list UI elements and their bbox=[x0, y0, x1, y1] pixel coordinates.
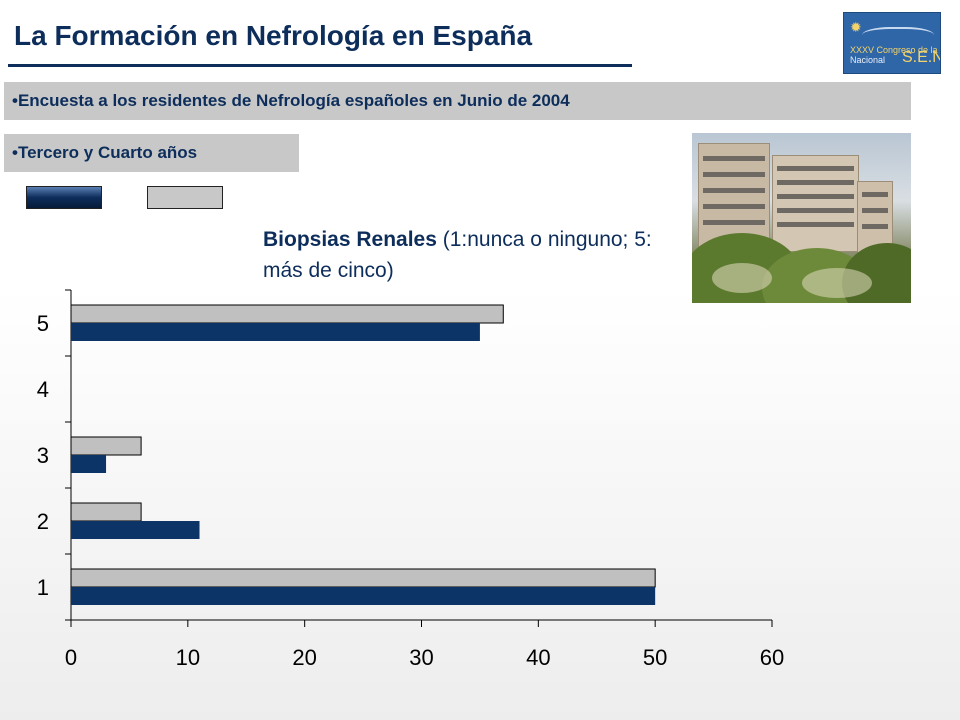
x-tick-label: 60 bbox=[760, 645, 784, 670]
skyline-graphic bbox=[862, 27, 934, 47]
logo-line1: XXXV Congreso de la bbox=[850, 45, 938, 55]
chart-heading-bold: Biopsias Renales bbox=[263, 228, 437, 251]
logo-brand: S.E.N. bbox=[902, 49, 940, 66]
bar-series-2 bbox=[70, 568, 656, 588]
bar-series-1 bbox=[71, 455, 107, 473]
logo-line2: Nacional bbox=[850, 55, 886, 65]
legend-swatch-gray bbox=[147, 186, 223, 209]
y-tick-label: 1 bbox=[37, 575, 49, 600]
y-tick-label: 4 bbox=[37, 377, 49, 402]
bar-series-2 bbox=[70, 502, 142, 522]
bar-series-1 bbox=[71, 323, 480, 341]
bar-series-2 bbox=[70, 304, 504, 324]
section-label: •Tercero y Cuarto años bbox=[4, 134, 299, 172]
x-tick-label: 20 bbox=[292, 645, 316, 670]
bar-series-1 bbox=[71, 521, 200, 539]
congress-logo: ✹ XXXV Congreso de la Nacional S.E.N. bbox=[843, 12, 941, 74]
bar-series-1 bbox=[71, 587, 656, 605]
chart-heading-rest: (1:nunca o ninguno; 5: más de cinco) bbox=[263, 228, 652, 282]
y-tick-label: 5 bbox=[37, 311, 49, 336]
x-tick-label: 0 bbox=[65, 645, 77, 670]
hospital-photo bbox=[692, 133, 911, 303]
bar-series-2 bbox=[70, 436, 142, 456]
y-tick-label: 3 bbox=[37, 443, 49, 468]
page-title: La Formación en Nefrología en España bbox=[14, 20, 533, 51]
chart-heading: Biopsias Renales (1:nunca o ninguno; 5: … bbox=[263, 224, 663, 286]
y-tick-label: 2 bbox=[37, 509, 49, 534]
x-tick-label: 40 bbox=[526, 645, 550, 670]
legend-swatch-dark bbox=[26, 186, 102, 209]
survey-subtitle: •Encuesta a los residentes de Nefrología… bbox=[4, 82, 911, 120]
x-tick-label: 30 bbox=[409, 645, 433, 670]
title-underline bbox=[8, 64, 632, 67]
sun-icon: ✹ bbox=[850, 19, 862, 35]
x-tick-label: 10 bbox=[176, 645, 200, 670]
x-tick-label: 50 bbox=[643, 645, 667, 670]
